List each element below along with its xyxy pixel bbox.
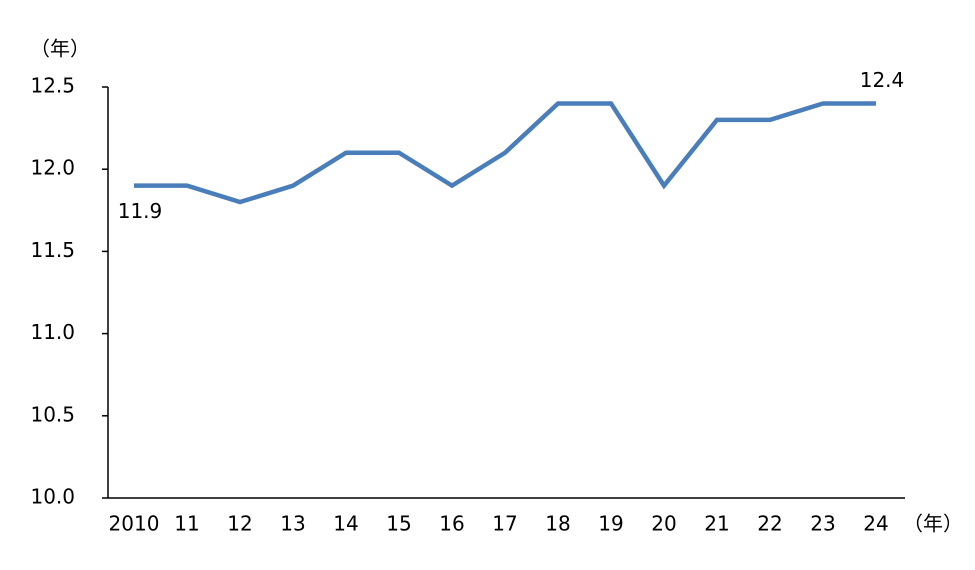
y-unit-label: （年） (30, 37, 90, 61)
y-tick-label: 10.0 (30, 485, 75, 509)
y-tick-label: 10.5 (30, 402, 75, 426)
x-tick-label: 12 (227, 512, 252, 536)
x-tick-label: 19 (598, 512, 623, 536)
x-tick-label: 15 (386, 512, 411, 536)
x-tick-label: 18 (545, 512, 570, 536)
x-tick-label: 20 (651, 512, 676, 536)
y-tick-label: 12.0 (30, 156, 75, 180)
data-label: 11.9 (118, 199, 163, 223)
x-tick-label: 21 (704, 512, 729, 536)
y-tick-label: 12.5 (30, 74, 75, 98)
y-tick-label: 11.0 (30, 320, 75, 344)
x-unit-label: （年） (903, 512, 963, 536)
x-tick-label: 23 (810, 512, 835, 536)
y-tick-label: 11.5 (30, 238, 75, 262)
line (134, 101, 876, 205)
x-tick-label: 13 (280, 512, 305, 536)
x-tick-label: 11 (174, 512, 199, 536)
x-tick-label: 14 (333, 512, 358, 536)
x-tick-label: 17 (492, 512, 517, 536)
data-label: 12.4 (860, 68, 905, 92)
x-tick-label: 22 (757, 512, 782, 536)
x-tick-label: 2010 (109, 512, 160, 536)
x-tick-label: 24 (863, 512, 888, 536)
x-tick-label: 16 (439, 512, 464, 536)
